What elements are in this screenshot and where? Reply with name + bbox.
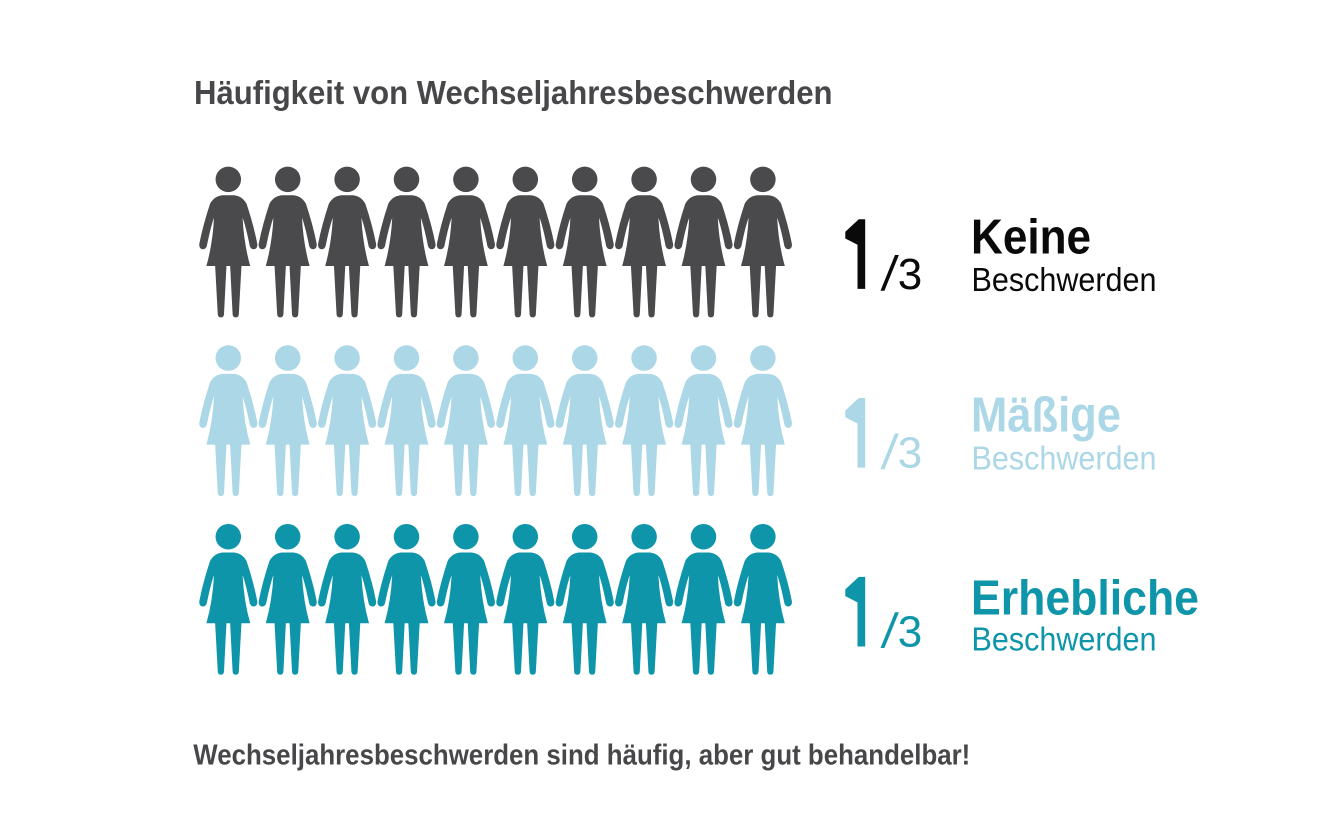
svg-text:Mäßige: Mäßige — [971, 388, 1121, 443]
svg-text:Wechseljahresbeschwerden sind: Wechseljahresbeschwerden sind häufig, ab… — [193, 740, 970, 772]
svg-text:Keine: Keine — [971, 210, 1091, 265]
svg-text:3: 3 — [898, 607, 922, 656]
svg-text:Häufigkeit von Wechseljahresbe: Häufigkeit von Wechseljahresbeschwerden — [194, 75, 833, 112]
svg-text:3: 3 — [898, 429, 922, 478]
svg-text:Beschwerden: Beschwerden — [972, 621, 1157, 658]
svg-text:3: 3 — [898, 250, 922, 299]
svg-text:Beschwerden: Beschwerden — [972, 261, 1157, 298]
svg-text:Erhebliche: Erhebliche — [971, 571, 1199, 626]
svg-text:Beschwerden: Beschwerden — [972, 439, 1157, 476]
